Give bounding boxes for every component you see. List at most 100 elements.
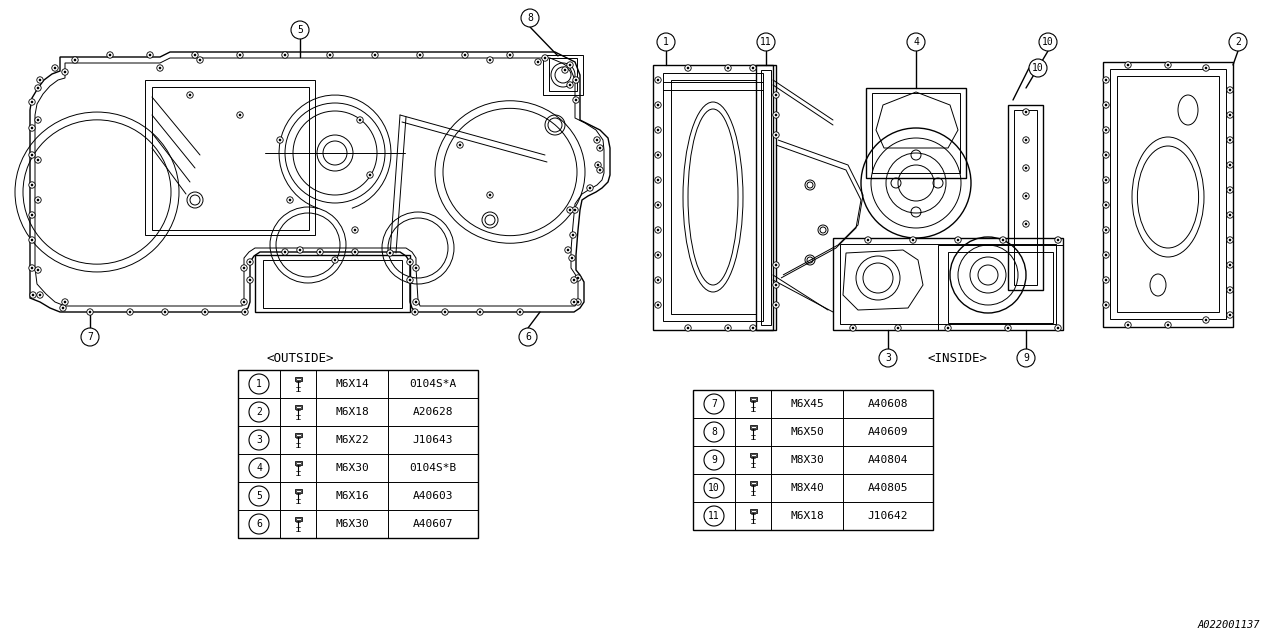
Circle shape [704, 422, 724, 442]
Circle shape [1105, 278, 1107, 282]
Circle shape [1105, 129, 1107, 131]
Circle shape [358, 118, 361, 122]
Circle shape [37, 77, 44, 83]
Circle shape [599, 169, 602, 172]
Circle shape [1226, 237, 1233, 243]
Text: A20628: A20628 [412, 407, 453, 417]
Circle shape [284, 54, 287, 56]
Circle shape [407, 276, 413, 283]
Text: 5: 5 [297, 25, 303, 35]
Circle shape [276, 137, 283, 143]
Circle shape [1005, 325, 1011, 332]
Circle shape [31, 184, 33, 186]
Circle shape [444, 310, 447, 314]
Circle shape [37, 269, 40, 271]
Bar [1110, 69, 1226, 319]
Circle shape [773, 92, 780, 98]
Circle shape [596, 164, 599, 166]
Circle shape [1055, 325, 1061, 332]
Circle shape [756, 33, 774, 51]
Text: M6X45: M6X45 [790, 399, 824, 409]
Text: 11: 11 [760, 37, 772, 47]
Circle shape [37, 159, 40, 161]
Circle shape [1226, 187, 1233, 193]
Circle shape [389, 252, 392, 254]
Text: 8: 8 [712, 427, 717, 437]
Bar [1009, 105, 1043, 290]
Text: 6: 6 [525, 332, 531, 342]
Circle shape [1204, 319, 1207, 321]
Circle shape [704, 478, 724, 498]
Circle shape [1105, 253, 1107, 256]
Circle shape [408, 260, 411, 263]
Circle shape [387, 250, 393, 256]
Circle shape [774, 264, 777, 266]
Circle shape [1025, 139, 1028, 141]
Circle shape [568, 255, 575, 261]
Circle shape [250, 514, 269, 534]
Circle shape [774, 304, 777, 307]
Circle shape [357, 116, 364, 123]
Circle shape [29, 292, 36, 298]
Text: 0104S*B: 0104S*B [410, 463, 457, 473]
Circle shape [250, 458, 269, 478]
Circle shape [1018, 349, 1036, 367]
Text: M6X30: M6X30 [335, 519, 369, 529]
Circle shape [1023, 221, 1029, 227]
Circle shape [1000, 237, 1006, 243]
Circle shape [727, 67, 730, 69]
Circle shape [686, 67, 690, 69]
Circle shape [1025, 195, 1028, 197]
Circle shape [521, 9, 539, 27]
Bar [296, 378, 301, 380]
Circle shape [704, 506, 724, 526]
Circle shape [567, 62, 573, 68]
Bar [294, 517, 302, 521]
Circle shape [161, 309, 168, 315]
Text: 1: 1 [663, 37, 669, 47]
Circle shape [774, 114, 777, 116]
Circle shape [1023, 164, 1029, 171]
Circle shape [1204, 67, 1207, 69]
Circle shape [353, 228, 356, 231]
Circle shape [1226, 312, 1233, 318]
Circle shape [29, 265, 36, 271]
Text: M6X30: M6X30 [335, 463, 369, 473]
Text: A40805: A40805 [868, 483, 909, 493]
Circle shape [419, 54, 421, 56]
Circle shape [284, 251, 287, 253]
Circle shape [197, 57, 204, 63]
Circle shape [81, 328, 99, 346]
Circle shape [415, 267, 417, 269]
Circle shape [563, 68, 566, 71]
Circle shape [198, 59, 201, 61]
Circle shape [329, 54, 332, 56]
Circle shape [1039, 33, 1057, 51]
Circle shape [571, 276, 577, 283]
Circle shape [250, 430, 269, 450]
Circle shape [31, 100, 33, 103]
Circle shape [442, 309, 448, 315]
Circle shape [32, 294, 35, 296]
Circle shape [35, 157, 41, 163]
Circle shape [148, 54, 151, 56]
Circle shape [1226, 87, 1233, 93]
Circle shape [353, 251, 356, 253]
Bar [756, 65, 776, 330]
Circle shape [1229, 214, 1231, 216]
Circle shape [773, 282, 780, 288]
Circle shape [352, 227, 358, 233]
Bar [840, 244, 1056, 324]
Circle shape [945, 325, 951, 332]
Circle shape [237, 112, 243, 118]
Circle shape [1229, 89, 1231, 92]
Bar [750, 425, 756, 429]
Circle shape [326, 52, 333, 58]
Bar [948, 252, 1053, 323]
Circle shape [157, 65, 164, 71]
Text: M6X22: M6X22 [335, 435, 369, 445]
Bar [255, 255, 410, 312]
Circle shape [317, 249, 323, 255]
Circle shape [751, 67, 754, 69]
Circle shape [1023, 109, 1029, 115]
